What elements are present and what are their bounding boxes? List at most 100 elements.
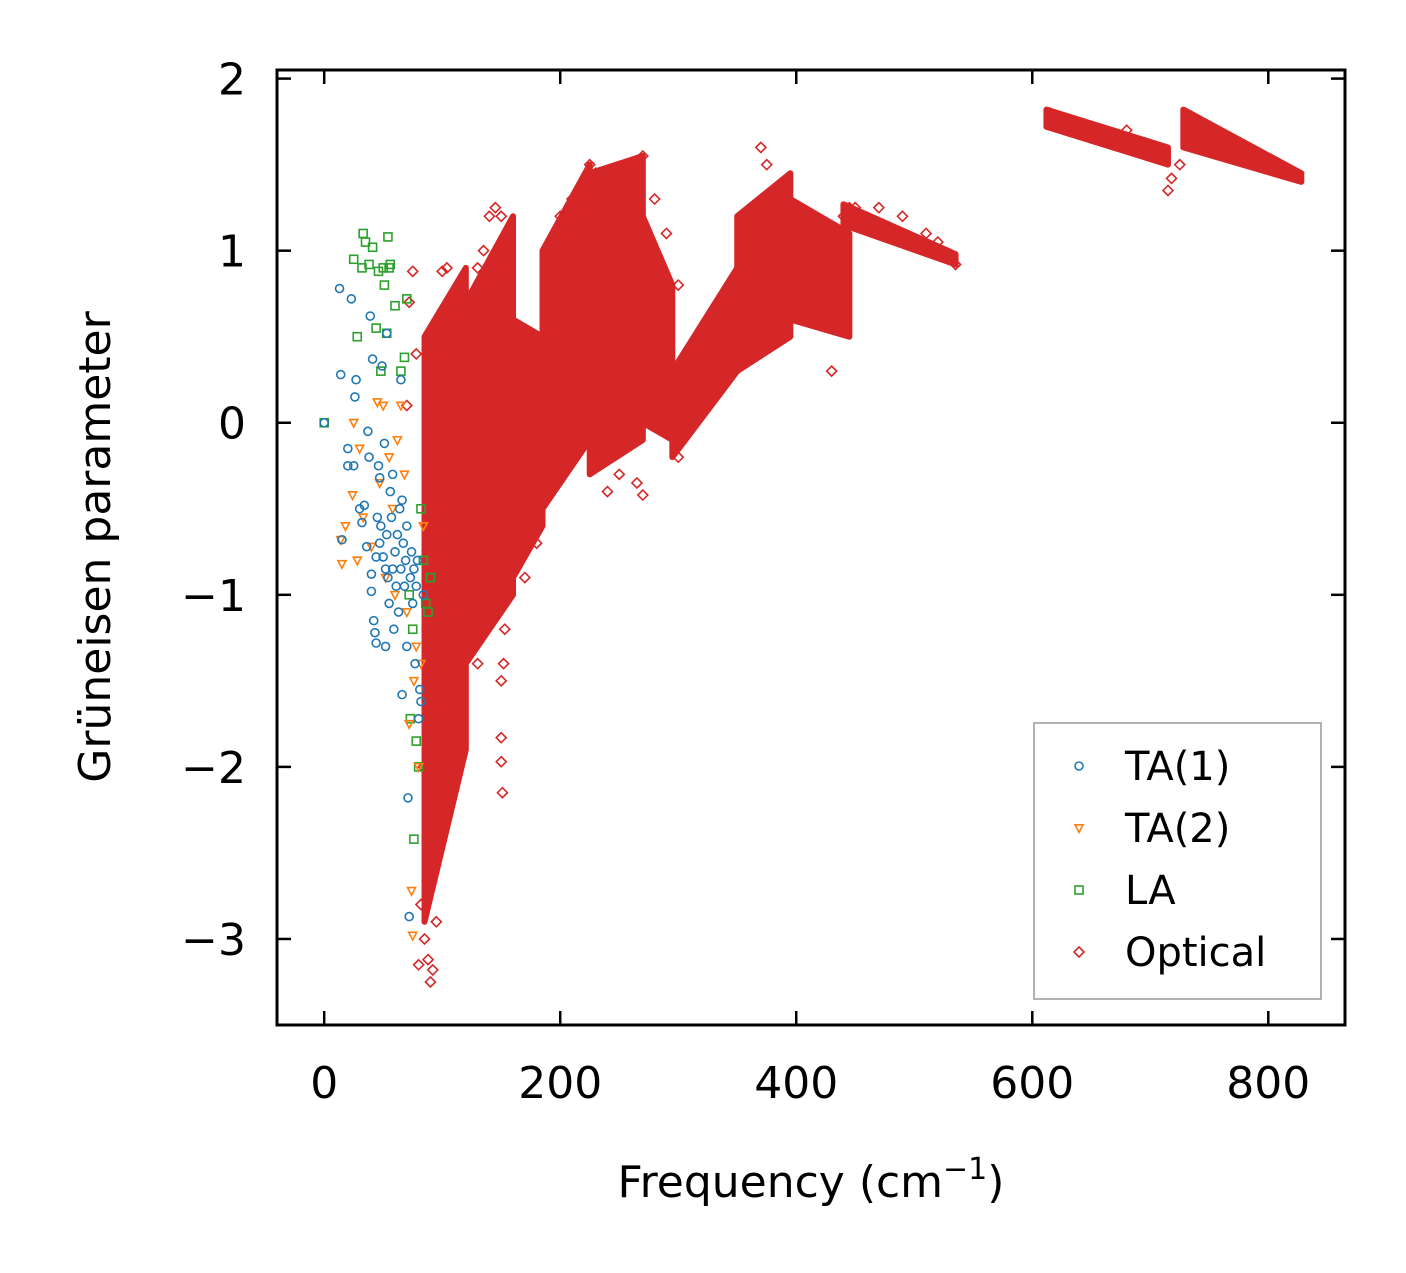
legend-marker-la xyxy=(1074,885,1084,895)
point-optical xyxy=(896,210,909,223)
point-la xyxy=(409,834,419,844)
point-ta-2 xyxy=(348,418,360,429)
x-axis-title-main: Frequency (cm xyxy=(618,1157,944,1208)
point-ta-1 xyxy=(416,696,426,707)
point-optical xyxy=(436,265,449,278)
point-optical xyxy=(530,537,543,550)
y-tick-label: 0 xyxy=(218,399,246,450)
point-optical xyxy=(496,786,509,799)
point-ta-1 xyxy=(377,361,387,371)
y-tick-label: −2 xyxy=(181,743,246,794)
point-ta-2 xyxy=(399,470,410,481)
point-optical xyxy=(1250,155,1263,168)
point-ta-1 xyxy=(337,534,347,545)
point-ta-1 xyxy=(386,512,397,523)
point-optical xyxy=(483,588,496,601)
point-ta-2 xyxy=(383,453,395,464)
point-ta-1 xyxy=(357,517,367,528)
point-optical xyxy=(613,175,626,188)
point-optical xyxy=(1061,115,1074,128)
point-optical xyxy=(426,963,439,977)
point-optical xyxy=(554,210,567,223)
point-optical xyxy=(418,932,431,946)
point-optical xyxy=(495,210,508,223)
point-ta-1 xyxy=(372,512,383,523)
point-ta-1 xyxy=(396,374,406,385)
x-tick-labels: 0 200 400 600 800 xyxy=(310,1058,1310,1109)
point-optical xyxy=(1273,161,1287,175)
point-optical xyxy=(919,227,933,240)
point-optical xyxy=(1185,110,1198,123)
legend-marker-ta-1 xyxy=(1074,761,1084,771)
point-ta-2 xyxy=(377,401,389,412)
axis-ticks xyxy=(277,70,1345,1025)
point-optical xyxy=(1226,144,1240,158)
point-ta-1 xyxy=(393,607,404,617)
x-axis-title-close: ) xyxy=(987,1157,1004,1208)
optical-band-11 xyxy=(1180,106,1305,185)
y-tick-label: −1 xyxy=(181,571,246,622)
point-optical xyxy=(500,227,514,240)
legend-label-ta-2: TA(2) xyxy=(1124,806,1230,852)
point-optical xyxy=(931,235,944,249)
point-la xyxy=(376,366,386,376)
point-la xyxy=(425,572,436,583)
point-ta-1 xyxy=(365,311,376,321)
point-ta-1 xyxy=(379,438,390,449)
x-axis-title-superscript: −1 xyxy=(943,1152,987,1187)
point-optical xyxy=(825,364,838,378)
point-la xyxy=(385,259,396,270)
point-la xyxy=(364,259,374,270)
point-la xyxy=(423,607,433,617)
point-optical xyxy=(424,975,437,989)
point-optical xyxy=(412,958,425,971)
point-ta-1 xyxy=(367,354,378,364)
point-ta-1 xyxy=(374,473,385,483)
point-la xyxy=(383,232,393,242)
point-optical xyxy=(1144,141,1157,154)
point-optical xyxy=(1173,158,1186,171)
point-optical xyxy=(1165,172,1178,185)
point-ta-2 xyxy=(354,444,365,455)
legend-label-la: LA xyxy=(1125,868,1176,914)
point-optical xyxy=(542,244,555,257)
point-ta-1 xyxy=(319,417,330,428)
point-optical xyxy=(498,623,511,636)
point-ta-1 xyxy=(351,374,361,385)
point-optical xyxy=(949,258,962,271)
point-la xyxy=(360,237,371,247)
point-ta-1 xyxy=(384,598,394,609)
point-ta-2 xyxy=(395,401,407,412)
point-optical xyxy=(1120,124,1133,137)
point-optical xyxy=(477,244,490,257)
point-ta-1 xyxy=(418,590,429,600)
point-ta-1 xyxy=(402,521,412,531)
point-optical xyxy=(495,674,508,687)
y-axis-title: Grüneisen parameter xyxy=(70,310,121,782)
y-tick-label: −3 xyxy=(181,915,246,966)
point-optical xyxy=(707,347,720,361)
point-ta-1 xyxy=(412,555,423,566)
legend-label-ta-1: TA(1) xyxy=(1124,744,1230,790)
data-points-layer xyxy=(319,106,1304,989)
point-optical xyxy=(471,657,484,670)
y-tick-label: 1 xyxy=(218,227,246,278)
point-la xyxy=(367,242,378,253)
point-optical xyxy=(421,953,435,966)
point-optical xyxy=(410,347,423,361)
point-ta-2 xyxy=(340,521,351,533)
point-optical xyxy=(760,158,773,171)
optical-band-8 xyxy=(787,196,853,340)
point-optical xyxy=(636,149,649,163)
point-ta-2 xyxy=(336,559,348,570)
point-ta-1 xyxy=(374,538,385,548)
point-la xyxy=(418,555,429,566)
point-ta-1 xyxy=(390,547,400,557)
point-ta-2 xyxy=(413,762,424,774)
point-ta-1 xyxy=(399,581,410,592)
optical-band-2 xyxy=(510,316,546,581)
point-ta-1 xyxy=(392,529,403,540)
point-ta-1 xyxy=(385,486,396,497)
x-tick-label: 0 xyxy=(310,1058,338,1109)
point-ta-2 xyxy=(374,478,385,490)
